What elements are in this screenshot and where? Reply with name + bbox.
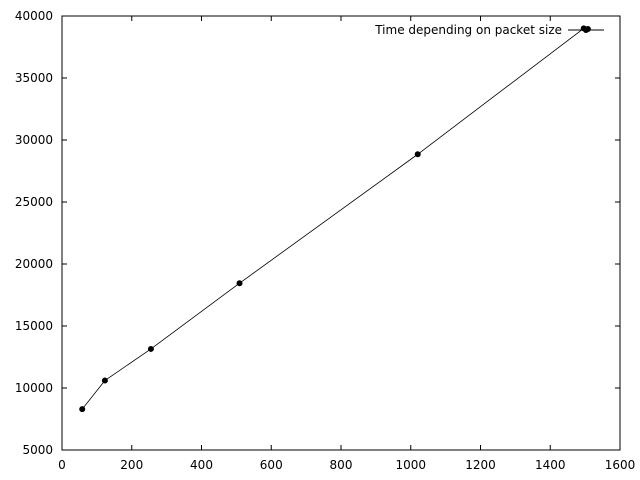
- data-point: [147, 345, 154, 352]
- x-tick-label: 600: [260, 458, 283, 472]
- data-point: [79, 406, 86, 413]
- y-tick-label: 35000: [15, 71, 53, 85]
- y-tick-label: 15000: [15, 319, 53, 333]
- x-tick-label: 200: [120, 458, 143, 472]
- x-tick-label: 1200: [465, 458, 496, 472]
- x-tick-label: 1600: [605, 458, 636, 472]
- x-tick-label: 0: [58, 458, 66, 472]
- x-tick-label: 800: [330, 458, 353, 472]
- x-tick-label: 400: [190, 458, 213, 472]
- y-tick-label: 10000: [15, 381, 53, 395]
- y-tick-label: 20000: [15, 257, 53, 271]
- y-tick-label: 40000: [15, 9, 53, 23]
- legend-marker: [583, 27, 589, 33]
- data-point: [101, 377, 108, 384]
- y-tick-label: 5000: [22, 443, 53, 457]
- x-tick-label: 1400: [535, 458, 566, 472]
- y-tick-label: 30000: [15, 133, 53, 147]
- data-point: [236, 280, 243, 287]
- axes: 0 200 400 600 800 1000 1200 1400 1600 5000 10000 15…: [15, 9, 635, 472]
- x-tick-label: 1000: [395, 458, 426, 472]
- y-tick-label: 25000: [15, 195, 53, 209]
- legend-label-series-1: Time depending on packet size: [374, 23, 562, 37]
- legend: Time depending on packet size: [374, 23, 604, 37]
- data-point: [414, 151, 421, 158]
